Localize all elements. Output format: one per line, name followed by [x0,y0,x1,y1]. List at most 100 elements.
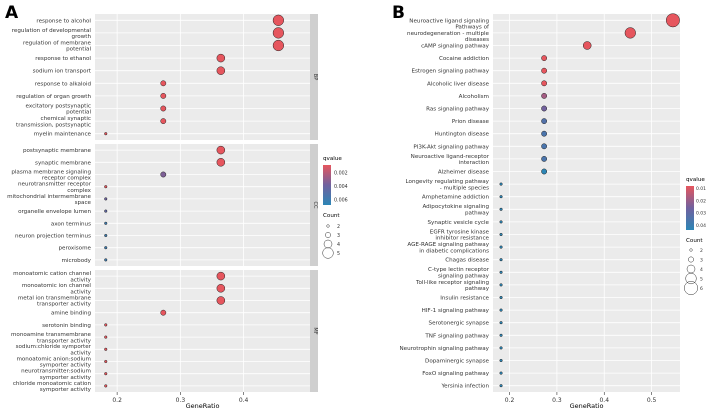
size-legend-circle [688,256,694,263]
size-legend-label: 4 [700,267,703,273]
term-label: neuron projection terminus [15,234,91,240]
dot [104,359,108,364]
dot [160,93,167,99]
term-label: Yersinia infection [441,384,490,390]
size-legend-label: 4 [337,242,340,248]
dot [104,209,108,213]
legend-size-title: Count [323,213,340,219]
term-label: plasma membrane signaling receptor comple… [11,169,91,181]
plot-panel [95,144,310,266]
term-label: Chagas disease [445,258,489,264]
term-label: regulation of membrane potential [23,40,92,52]
term-label: organelle envelope lumen [18,209,91,215]
size-legend-circle [323,239,333,249]
dot [160,118,167,124]
dot [104,347,108,351]
dot [104,185,108,189]
dot [499,258,503,262]
term-label: neurotransmitter receptor complex [18,182,92,194]
size-legend-label: 2 [700,248,703,254]
panel-label-a: A [5,3,19,23]
term-label: Longevity regulating pathway - multiple s… [406,179,490,191]
dot [541,105,548,112]
dot [216,66,226,75]
dot [499,232,503,237]
dot [499,295,503,300]
term-label: regulation of organ growth [16,94,91,100]
term-label: neurotransmitter:sodium symporter activit… [21,369,92,381]
dot [272,27,284,39]
legend-color-title: qvalue [686,177,705,183]
term-label: regulation of developmental growth [12,28,92,40]
dot [216,284,226,293]
size-legend-circle [322,247,334,259]
dot [541,67,548,74]
term-label: C-type lectin receptor signaling pathway [428,267,490,279]
size-legend-label: 5 [700,277,703,283]
x-tick-label: 0.3 [176,397,186,404]
dot [541,80,548,87]
term-label: peroxisome [58,246,91,252]
dot [541,156,548,162]
size-legend-label: 3 [337,233,340,239]
term-label: response to alcohol [36,18,91,24]
dot [216,53,226,63]
term-label: monoamine transmembrane transporter activ… [11,332,92,344]
term-label: Alzheimer disease [438,170,490,176]
x-tick-label: 0.4 [599,397,609,404]
term-label: Amphetamine addiction [422,195,490,201]
term-label: sodium ion transport [33,69,92,75]
term-label: Alcoholic liver disease [427,81,490,87]
legend-b: qvalue 0.01 0.02 0.03 0.04 Count 2 3 4 5 6 [684,177,706,295]
term-label: sodium:chloride symporter activity [16,344,92,356]
dot [160,80,167,87]
dot [216,271,226,281]
size-legend-circle [325,232,331,238]
dot [499,182,503,186]
colorbar-tick-label: 0.04 [696,223,706,229]
term-label: Huntington disease [435,132,490,138]
dot [499,384,503,388]
facet-cc: postsynaptic membrane synaptic membrane pl… [7,144,318,266]
dot [541,143,548,150]
size-legend-label: 2 [337,224,340,230]
legend-a: qvalue 0.002 0.004 0.006 Count 2 3 4 5 [322,156,348,259]
dot [104,246,108,250]
term-label: Serotonergic synapse [429,321,490,327]
dot [499,321,503,325]
term-label: serotonin binding [42,323,91,329]
dot [160,171,167,178]
term-label: Neuroactive ligand signaling [409,18,489,24]
dot [104,258,108,262]
term-label: Prion disease [452,119,490,125]
term-label: Dopaminergic synapse [425,359,490,365]
dot [216,158,226,167]
term-label: Alcoholism [459,94,489,100]
term-label: Synaptic vesicle cycle [427,220,489,226]
term-label: chemical synaptic transmission, postsynap… [16,116,91,128]
x-tick-label: 0.4 [239,397,249,404]
dot [541,93,548,99]
size-legend-circle [685,272,697,285]
size-legend-circle [326,224,330,228]
dot [665,13,680,28]
dot [541,168,548,175]
term-label: chloride monoatomic cation symporter acti… [13,381,92,393]
dot [104,221,108,225]
colorbar-tick-label: 0.004 [334,184,348,190]
dot [160,309,167,316]
term-label: postsynaptic membrane [23,148,92,154]
term-label: TNF signaling pathway [424,333,489,339]
facet-strip [310,14,318,140]
facet-strip-label: MF [312,327,318,334]
dot [624,27,636,39]
dot [104,372,108,376]
facet-bp: response to alcohol regulation of develop… [12,14,318,140]
size-legend-circle [686,264,696,274]
colorbar-tick-label: 0.002 [334,170,348,176]
x-axis-title: GeneRatio [570,402,604,409]
dot [541,55,548,61]
dot [104,323,108,327]
term-label: Pathways of neurodegeneration - multiple d… [407,25,490,44]
